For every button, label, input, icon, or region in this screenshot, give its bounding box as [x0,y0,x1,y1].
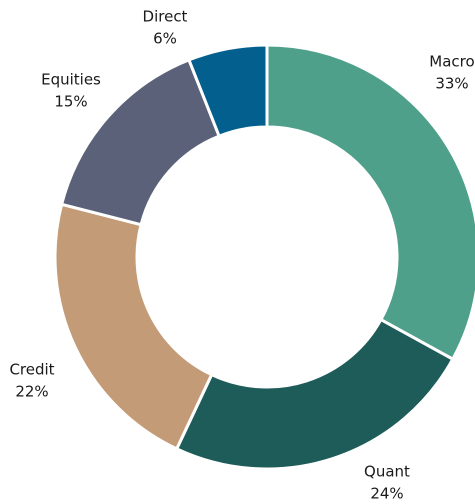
slice-value: 22% [15,383,48,401]
slice-value: 33% [435,75,468,93]
slice-label: Quant [364,463,410,481]
slice-value: 24% [370,485,403,503]
slice-label: Macro [429,53,474,71]
slice-value: 6% [153,30,177,48]
donut-slice [187,43,269,139]
donut-slice [53,202,214,451]
donut-slice [265,43,475,362]
slice-label: Equities [41,71,101,89]
slice-label: Credit [9,361,54,379]
slice-label: Direct [143,8,188,26]
slice-value: 15% [54,93,87,111]
donut-slice [174,317,455,471]
